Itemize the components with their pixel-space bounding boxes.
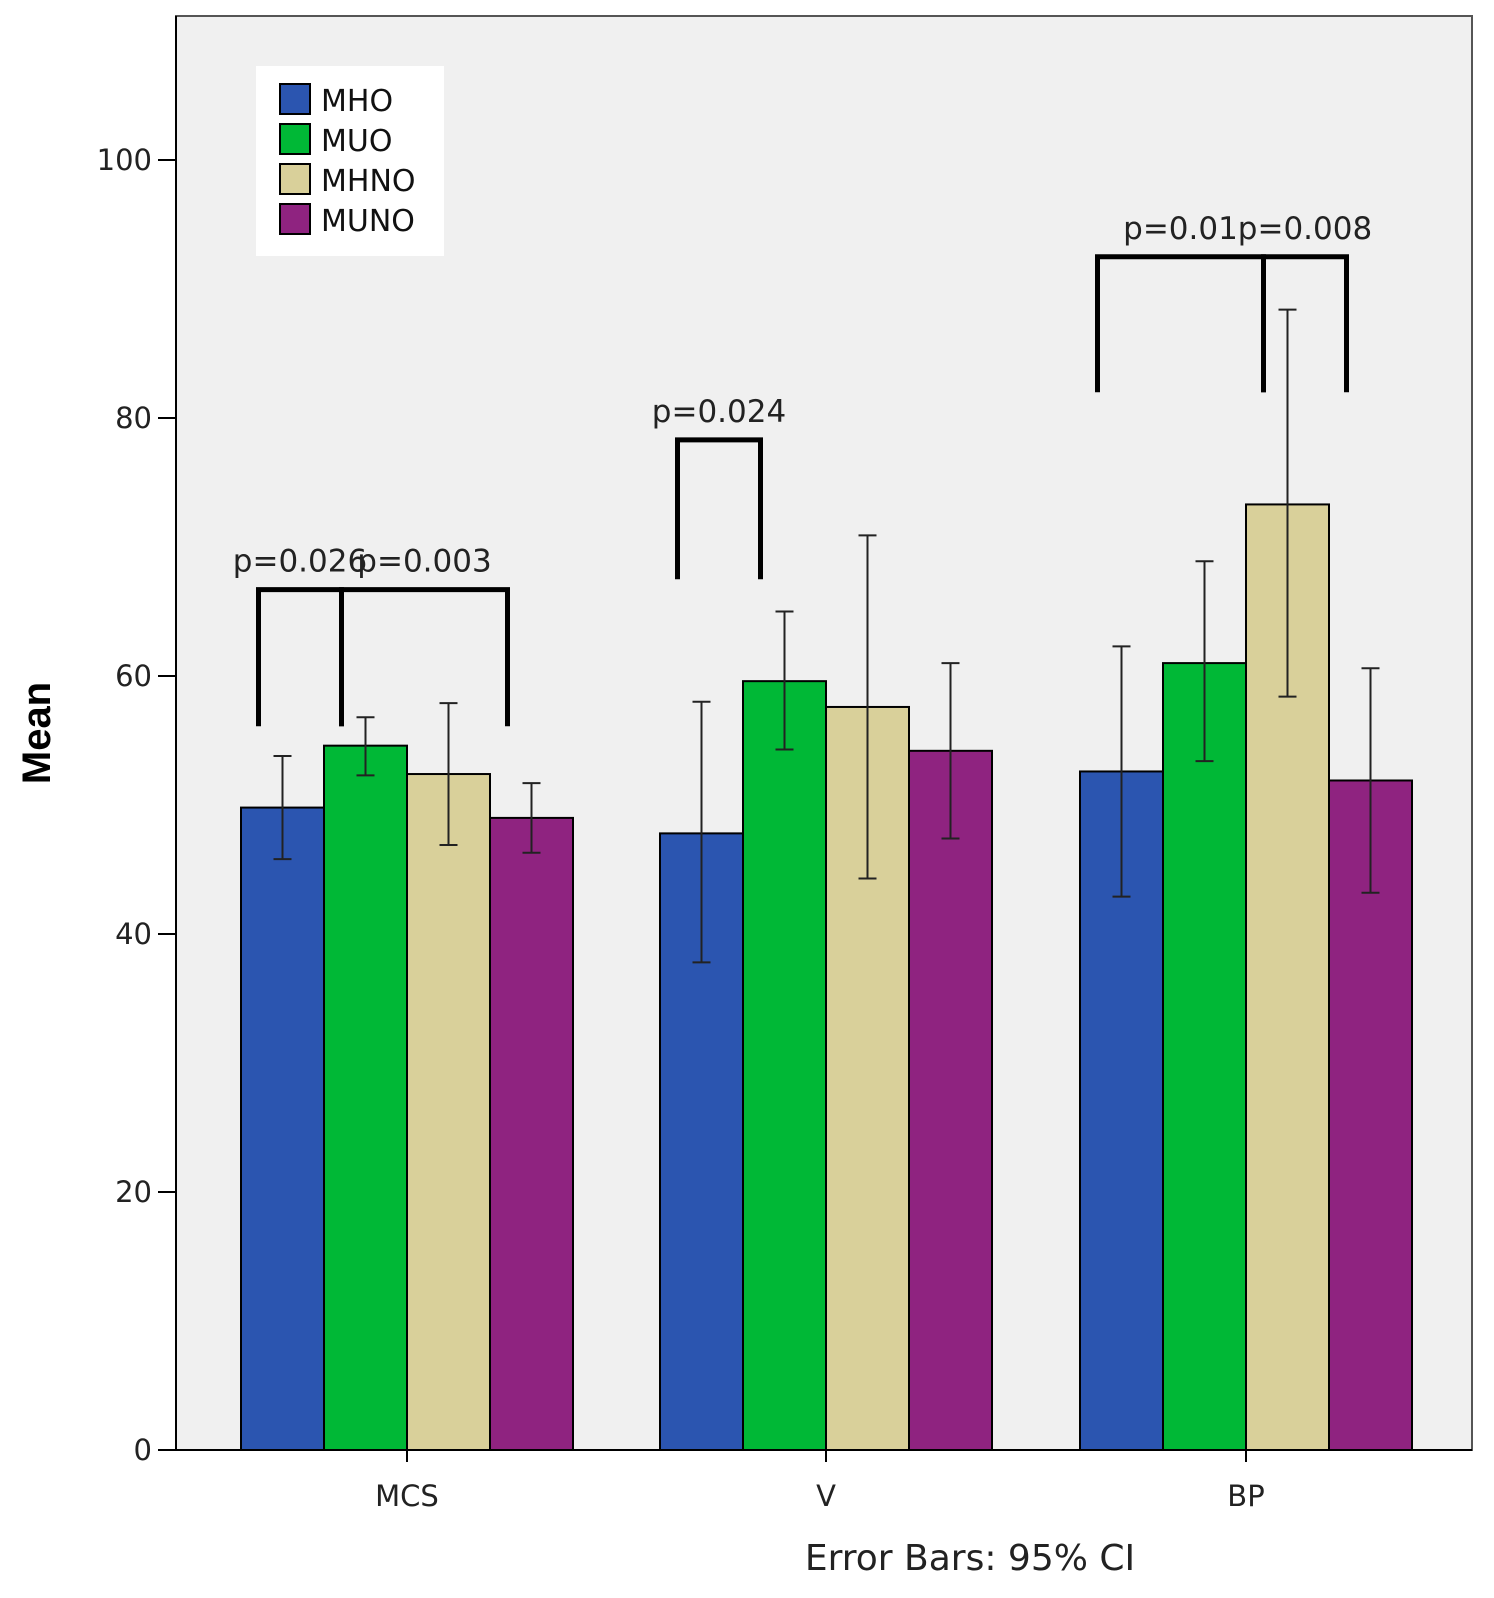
y-tick-label: 40 [115,917,152,951]
error-bar-mhno-mcs [439,702,458,846]
error-bar-muo-bp [1195,560,1214,763]
x-tick-label-mcs: MCS [375,1479,439,1513]
p-value-label: p=0.01 [1123,211,1238,247]
y-tick-label: 20 [115,1175,152,1209]
bar-mhno-mcs [406,773,491,1451]
legend-swatch-mho [279,83,311,115]
x-tick-label-v: V [816,1479,836,1513]
bar-muno-mcs [489,816,574,1451]
error-bars-note: Error Bars: 95% CI [805,1538,1135,1579]
error-bar-mho-v [692,700,711,964]
p-value-label: p=0.008 [1238,211,1372,247]
bar-muno-v [908,749,993,1451]
x-tick-label-bp: BP [1227,1479,1264,1513]
y-tick-label: 60 [115,659,152,693]
error-bar-muno-v [941,662,960,840]
legend-swatch-muo [279,123,311,155]
error-bar-muno-mcs [522,782,541,854]
p-value-label: p=0.026 [233,544,367,580]
legend-swatch-muno [279,203,311,235]
axes-layer: 0 20 40 60 80 100 MCS V BP [97,16,1472,1513]
legend-label-mho: MHO [321,84,393,119]
y-tick-label: 0 [134,1433,152,1467]
y-tick-label: 80 [115,401,152,435]
legend-label-muno: MUNO [321,204,415,239]
legend-label-muo: MUO [321,124,392,159]
bar-muo-v [742,680,827,1451]
error-bar-muno-bp [1361,667,1380,894]
p-value-label: p=0.024 [652,394,786,430]
bar-mho-mcs [240,806,325,1451]
legend-swatch-mhno [279,163,311,195]
error-bar-mho-mcs [273,754,292,861]
error-bars-layer [273,308,1380,964]
significance-bracket [339,587,510,727]
significance-bracket [1261,254,1349,393]
error-bar-muo-mcs [356,716,375,777]
y-tick-label: 100 [97,143,152,177]
error-bar-muo-v [775,610,794,751]
legend: MHO MUO MHNO MUNO [256,66,444,256]
p-value-label: p=0.003 [357,544,491,580]
bar-muo-mcs [323,744,408,1451]
significance-bracket [675,437,763,580]
bar-muo-bp [1162,662,1247,1451]
y-axis-label: Mean [15,682,59,784]
error-bar-mhno-bp [1278,308,1297,698]
error-bar-mho-bp [1112,645,1131,898]
error-bar-mhno-v [858,534,877,880]
legend-label-mhno: MHNO [321,164,416,199]
